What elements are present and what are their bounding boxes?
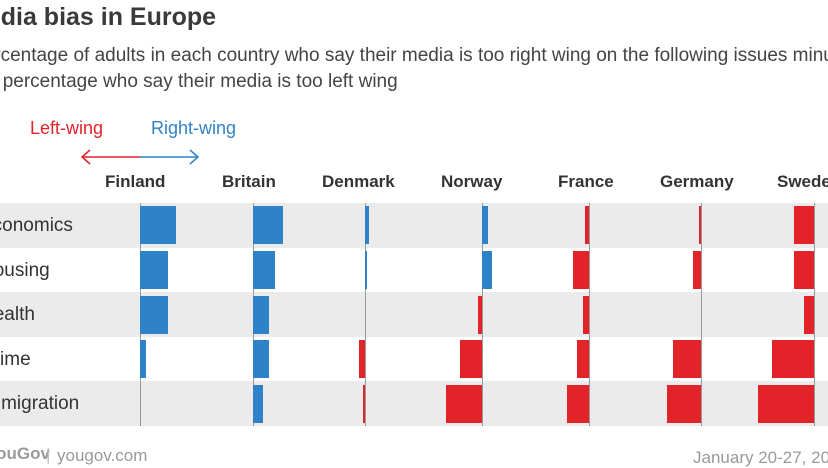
- country-label-germany: Germany: [660, 172, 734, 191]
- bar-britain-crime: [253, 340, 269, 379]
- footer-separator: |: [46, 445, 51, 464]
- bar-finland-health: [140, 295, 168, 334]
- row-label-immigration: Immigration: [0, 393, 80, 415]
- bar-germany-crime: [673, 340, 701, 379]
- bar-britain-immigration: [253, 384, 263, 423]
- bar-germany-housing: [693, 250, 701, 289]
- bar-norway-immigration: [446, 384, 482, 423]
- bar-finland-crime: [140, 340, 146, 379]
- bar-britain-economics: [253, 206, 283, 245]
- chart-subtitle: Percentage of adults in each country who…: [0, 45, 828, 92]
- country-label-finland: Finland: [105, 172, 166, 191]
- bar-sweden-housing: [794, 250, 814, 289]
- country-label-sweden: Sweden: [777, 172, 828, 191]
- country-label-norway: Norway: [441, 172, 503, 191]
- bar-norway-health: [478, 295, 482, 334]
- bar-finland-housing: [140, 250, 168, 289]
- bar-denmark-housing: [365, 250, 367, 289]
- legend-right-label: Right-wing: [151, 118, 237, 138]
- bar-france-immigration: [567, 384, 589, 423]
- bar-sweden-immigration: [758, 384, 814, 423]
- yougov-logo: YouGov: [0, 444, 50, 463]
- legend-left-label: Left-wing: [30, 118, 104, 138]
- bar-france-health: [583, 295, 589, 334]
- bar-sweden-health: [804, 295, 814, 334]
- baseline-sweden: [814, 203, 815, 426]
- row-label-housing: Housing: [0, 259, 50, 281]
- row-background: [0, 336, 828, 382]
- baseline-germany: [701, 203, 702, 426]
- bar-germany-economics: [699, 206, 701, 245]
- country-label-britain: Britain: [222, 172, 276, 191]
- row-label-economics: Economics: [0, 215, 73, 236]
- bar-france-crime: [577, 340, 589, 379]
- baseline-norway: [482, 203, 483, 426]
- row-background: [0, 203, 828, 248]
- country-label-denmark: Denmark: [322, 172, 395, 191]
- country-label-france: France: [558, 172, 614, 191]
- bar-sweden-crime: [772, 340, 814, 379]
- bar-britain-health: [253, 295, 269, 334]
- row-background: [0, 381, 828, 426]
- legend-arrows-icon: [80, 149, 200, 165]
- footer-date: January 20-27, 2017: [693, 448, 828, 467]
- baseline-denmark: [365, 203, 366, 426]
- bar-norway-economics: [482, 206, 488, 245]
- bar-denmark-immigration: [363, 384, 365, 423]
- bar-france-economics: [585, 206, 589, 245]
- footer-site-link[interactable]: yougov.com: [57, 446, 148, 465]
- bar-denmark-crime: [359, 340, 365, 379]
- bar-france-housing: [573, 250, 589, 289]
- bar-norway-crime: [460, 340, 482, 379]
- chart-title: Media bias in Europe: [0, 3, 217, 31]
- baseline-france: [589, 203, 590, 426]
- row-background: [0, 247, 828, 293]
- bar-finland-economics: [140, 206, 176, 245]
- row-label-health: Health: [0, 304, 35, 326]
- row-label-crime: Crime: [0, 348, 31, 370]
- row-background: [0, 292, 828, 337]
- bar-sweden-economics: [794, 206, 814, 245]
- bar-britain-housing: [253, 250, 275, 289]
- bar-germany-immigration: [667, 384, 701, 423]
- bar-norway-housing: [482, 250, 492, 289]
- bar-denmark-economics: [365, 206, 369, 245]
